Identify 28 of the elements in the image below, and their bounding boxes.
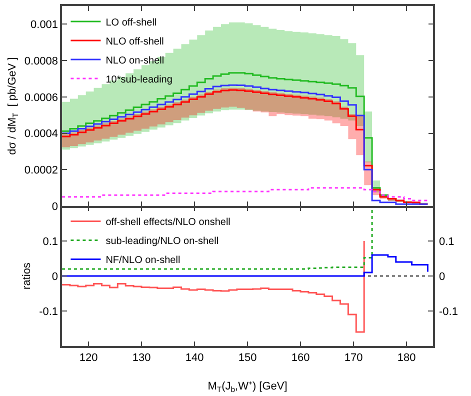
y-axis-title: ratios [21,262,34,290]
legend-label: LO off-shell [106,17,157,28]
x-tick-label: 120 [79,352,98,364]
legend-label: NLO on-shell [106,55,164,66]
y2-tick-label: 0.1 [439,236,454,248]
legend-label: NF/NLO on-shell [106,255,180,266]
x-tick-label: 150 [238,352,257,364]
x-tick-label: 140 [185,352,204,364]
x-tick-label: 130 [132,352,151,364]
legend-label: off-shell effects/NLO onshell [106,217,230,228]
y-tick-label: -0.1 [39,306,58,318]
y2-tick-label: 0 [439,270,446,283]
legend-label: 10*sub-leading [106,74,172,86]
y-tick-label: 0.0008 [24,55,58,68]
y2-tick-label: -0.1 [439,306,458,318]
y-tick-label: 0 [52,200,58,213]
y-tick-label: 0.1 [42,236,58,248]
x-tick-label: 160 [291,352,310,364]
x-tick-label: 170 [344,352,363,364]
x-axis-title: M$_{T}$(J$_{b}$,W⁺) [GeV] [208,380,288,394]
y-tick-label: 0.001 [30,19,58,32]
legend-label: NLO off-shell [106,36,164,48]
y-tick-label: 0.0006 [24,92,58,104]
y-tick-label: 0.0002 [24,164,58,176]
legend-label: sub-leading/NLO on-shell [106,236,219,248]
x-tick-label: 180 [397,352,416,364]
y-tick-label: 0 [52,270,58,283]
y-tick-label: 0.0004 [24,128,58,140]
